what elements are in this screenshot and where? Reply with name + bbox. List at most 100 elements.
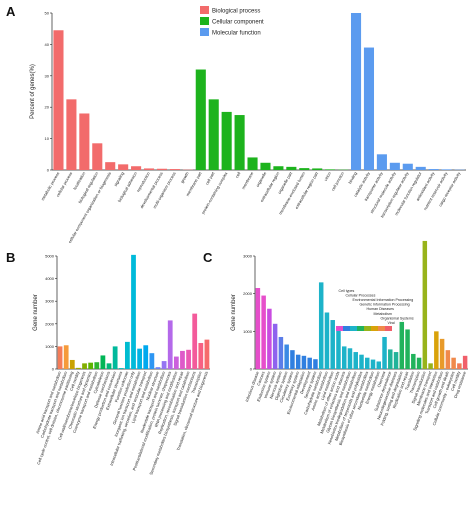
bar	[318, 282, 324, 369]
legend-label: Cellular component	[212, 20, 264, 26]
bar	[353, 352, 358, 369]
panel-letter-c: C	[203, 250, 213, 265]
y-tick-label: 2000	[45, 321, 55, 326]
bar	[422, 240, 428, 369]
bar	[92, 143, 103, 170]
bar	[156, 168, 168, 170]
bar	[180, 350, 185, 369]
legend-label: Biological process	[212, 9, 260, 15]
bar	[359, 354, 364, 369]
bar	[301, 355, 307, 369]
category-label: Cancers	[256, 371, 266, 387]
bar	[405, 329, 410, 369]
category-label: Cell motility	[450, 371, 462, 392]
bar	[451, 357, 456, 369]
bar	[118, 368, 124, 369]
y-tick-label: 1000	[243, 329, 253, 334]
bar	[434, 331, 439, 369]
legend-swatch	[343, 326, 350, 331]
bar	[186, 349, 191, 369]
y-tick-label: 3000	[45, 299, 55, 304]
bar	[124, 341, 130, 369]
legend-label: Genetic Information Processing	[360, 303, 410, 307]
category-label: organelle	[255, 170, 268, 187]
category-label: virion	[323, 171, 332, 182]
category-label: cell	[234, 171, 241, 179]
y-tick-label: 20	[45, 105, 50, 110]
bar	[286, 166, 297, 170]
bar	[441, 169, 452, 170]
legend-label: Viral	[388, 321, 395, 325]
y-tick-label: 1000	[45, 344, 55, 349]
bar	[112, 346, 118, 369]
bar	[402, 163, 413, 170]
bar	[161, 361, 167, 369]
legend-label: Metabolism	[374, 312, 392, 316]
bar	[445, 350, 451, 369]
bar	[324, 312, 330, 369]
bar	[149, 353, 155, 369]
bar	[376, 361, 382, 369]
bar	[260, 162, 271, 170]
bar	[167, 320, 173, 369]
legend-label: Cell types	[339, 289, 355, 293]
y-tick-label: 0	[52, 367, 55, 372]
bar	[169, 169, 180, 170]
y-axis-title: Gene number	[33, 294, 39, 331]
bar	[388, 349, 393, 369]
bar	[347, 348, 353, 369]
y-tick-label: 5000	[45, 254, 55, 259]
bar	[82, 363, 87, 369]
category-label: Cell motility	[69, 371, 81, 392]
bar	[192, 313, 198, 369]
panel-letter-a: A	[6, 4, 16, 19]
bar	[370, 359, 376, 369]
bar	[100, 355, 106, 369]
bar	[457, 363, 462, 369]
legend-label: Organismal Systems	[381, 316, 414, 320]
bar	[255, 288, 261, 369]
bar	[290, 350, 295, 369]
bar	[66, 99, 77, 170]
bar	[173, 356, 179, 369]
bar	[63, 345, 69, 369]
bar	[330, 320, 335, 369]
bar	[350, 13, 362, 170]
legend-label: Cellular Processes	[346, 293, 376, 297]
bar	[278, 336, 284, 369]
bar	[195, 69, 206, 170]
category-label: signaling	[113, 171, 125, 187]
y-axis-title: Percent of genes(%)	[30, 64, 36, 119]
legend-label: Molecular function	[212, 31, 261, 37]
bar	[428, 363, 433, 369]
legend-swatch	[200, 17, 209, 25]
y-tick-label: 0	[47, 168, 50, 173]
bar	[79, 113, 90, 170]
category-label: Translation	[404, 371, 415, 391]
category-label: membrane	[241, 170, 255, 190]
y-tick-label: 2000	[243, 291, 253, 296]
y-tick-label: 4000	[45, 276, 55, 281]
bar	[393, 352, 399, 369]
y-tick-label: 3000	[243, 254, 253, 259]
bar	[399, 321, 405, 369]
bar	[341, 346, 347, 369]
bar	[307, 357, 312, 369]
bar	[261, 295, 266, 369]
y-axis-title: Gene number	[231, 294, 237, 331]
legend-label: Environmental Information Processing	[353, 298, 414, 302]
bar	[299, 168, 310, 170]
category-label: growth	[179, 171, 189, 184]
bar	[131, 254, 136, 369]
bar	[336, 327, 341, 369]
bar	[389, 162, 400, 170]
bar	[273, 166, 284, 170]
bar	[53, 30, 64, 170]
bar	[155, 367, 161, 369]
category-label: Overview	[376, 371, 386, 388]
bar	[382, 336, 387, 369]
bar	[365, 357, 370, 369]
legend-swatch	[200, 6, 209, 14]
